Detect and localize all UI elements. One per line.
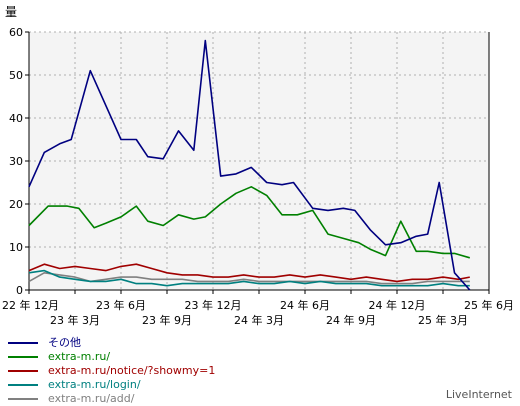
x-tick-label: 24 年 9月 [326, 313, 376, 327]
legend-item: extra-m.ru/notice/?showmy=1 [8, 364, 328, 378]
y-tick-label: 10 [9, 241, 23, 254]
series-line-5 [28, 271, 470, 285]
x-tick-label: 24 年 6月 [280, 298, 330, 312]
liveinternet-credit: LiveInternet [445, 388, 512, 401]
legend-swatch [8, 398, 38, 400]
legend-label: extra-m.ru/ [48, 350, 111, 363]
series-lines [28, 39, 471, 291]
series-line-2 [28, 186, 471, 259]
legend-swatch [8, 370, 38, 372]
legend-label: extra-m.ru/add/ [48, 392, 135, 405]
x-tick-label: 25 年 6月 [464, 298, 514, 312]
x-tick-label: 24 年 12月 [369, 298, 426, 312]
legend-item: extra-m.ru/add/ [8, 392, 328, 406]
legend-swatch [8, 356, 38, 358]
y-tick-label: 0 [16, 284, 23, 297]
y-tick-label: 50 [9, 69, 23, 82]
x-tick-label: 25 年 3月 [418, 313, 468, 327]
legend-item: extra-m.ru/login/ [8, 378, 328, 392]
series-line-1 [28, 39, 471, 291]
y-axis-label: 量 [5, 5, 17, 19]
legend-item: extra-m.ru/ [8, 350, 328, 364]
legend-swatch [8, 384, 38, 386]
y-tick-label: 30 [9, 155, 23, 168]
legend: その他 extra-m.ru/extra-m.ru/notice/?showmy=… [8, 336, 328, 406]
y-tick-label: 20 [9, 198, 23, 211]
x-tick-label: 23 年 9月 [142, 313, 192, 327]
legend-item: その他 [8, 336, 328, 350]
x-tick-label: 24 年 3月 [234, 313, 284, 327]
legend-label: その他 [48, 336, 81, 349]
y-tick-label: 40 [9, 112, 23, 125]
x-tick-label: 22 年 12月 [2, 298, 59, 312]
legend-swatch [8, 342, 38, 344]
legend-label: extra-m.ru/login/ [48, 378, 141, 391]
series-line-4 [28, 269, 470, 287]
axes [25, 31, 490, 294]
series-line-3 [28, 263, 470, 283]
x-tick-label: 23 年 6月 [96, 298, 146, 312]
y-tick-label: 60 [9, 26, 23, 39]
x-tick-label: 23 年 3月 [50, 313, 100, 327]
x-tick-label: 23 年 12月 [185, 298, 242, 312]
grid [29, 31, 489, 290]
legend-label: extra-m.ru/notice/?showmy=1 [48, 364, 216, 377]
